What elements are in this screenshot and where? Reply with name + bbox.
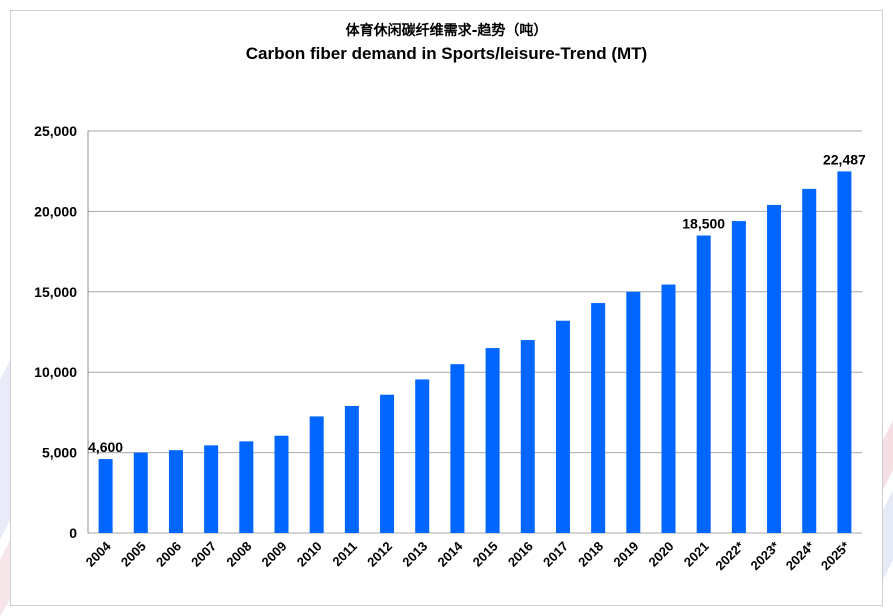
x-tick-label: 2015: [470, 539, 501, 570]
x-tick-label: 2018: [575, 539, 606, 570]
bar: [344, 405, 359, 533]
x-tick-label: 2017: [540, 539, 571, 570]
bar: [239, 441, 254, 533]
x-tick-label: 2016: [505, 539, 536, 570]
bar: [380, 394, 395, 533]
bar: [767, 204, 782, 533]
y-tick-label: 0: [69, 525, 77, 541]
x-tick-label: 2023*: [748, 538, 783, 573]
x-tick-label: 2004: [83, 538, 115, 570]
y-tick-label: 5,000: [42, 445, 77, 461]
data-label: 22,487: [823, 151, 866, 167]
x-tick-label: 2021: [681, 539, 712, 570]
bar: [415, 379, 430, 533]
bar: [731, 221, 746, 533]
x-tick-label: 2009: [259, 539, 290, 570]
x-tick-label: 2012: [364, 539, 395, 570]
y-tick-label: 25,000: [34, 123, 77, 139]
bar: [520, 340, 535, 533]
x-tick-label: 2019: [610, 539, 641, 570]
x-tick-label: 2006: [153, 539, 184, 570]
x-tick-label: 2013: [399, 539, 430, 570]
y-tick-label: 20,000: [34, 203, 77, 219]
x-tick-label: 2022*: [712, 538, 747, 573]
x-tick-label: 2005: [118, 539, 149, 570]
bar: [274, 435, 289, 533]
bar: [485, 348, 500, 533]
data-label: 18,500: [682, 216, 725, 232]
y-tick-label: 10,000: [34, 364, 77, 380]
data-label: 4,600: [88, 439, 123, 455]
y-tick-label: 15,000: [34, 284, 77, 300]
x-tick-label: 2007: [188, 539, 219, 570]
bar: [98, 459, 113, 533]
chart-title: 体育休闲碳纤维需求-趋势（吨）: [345, 23, 548, 39]
bar: [696, 235, 711, 533]
bar: [204, 445, 219, 533]
bar: [626, 291, 641, 533]
x-tick-label: 2025*: [818, 538, 853, 573]
bar: [450, 364, 465, 533]
bar: [309, 416, 324, 533]
chart-subtitle: Carbon fiber demand in Sports/leisure-Tr…: [245, 44, 648, 63]
bar: [837, 171, 852, 533]
bar: [802, 188, 817, 533]
x-tick-label: 2011: [329, 539, 360, 570]
x-tick-label: 2020: [646, 539, 677, 570]
x-tick-label: 2014: [434, 538, 466, 570]
x-tick-label: 2024*: [783, 538, 818, 573]
bar: [168, 450, 183, 533]
x-tick-label: 2008: [223, 539, 254, 570]
bar: [555, 320, 570, 533]
bar: [133, 452, 148, 533]
x-tick-label: 2010: [294, 539, 325, 570]
bar: [661, 284, 676, 533]
bar: [591, 303, 606, 533]
